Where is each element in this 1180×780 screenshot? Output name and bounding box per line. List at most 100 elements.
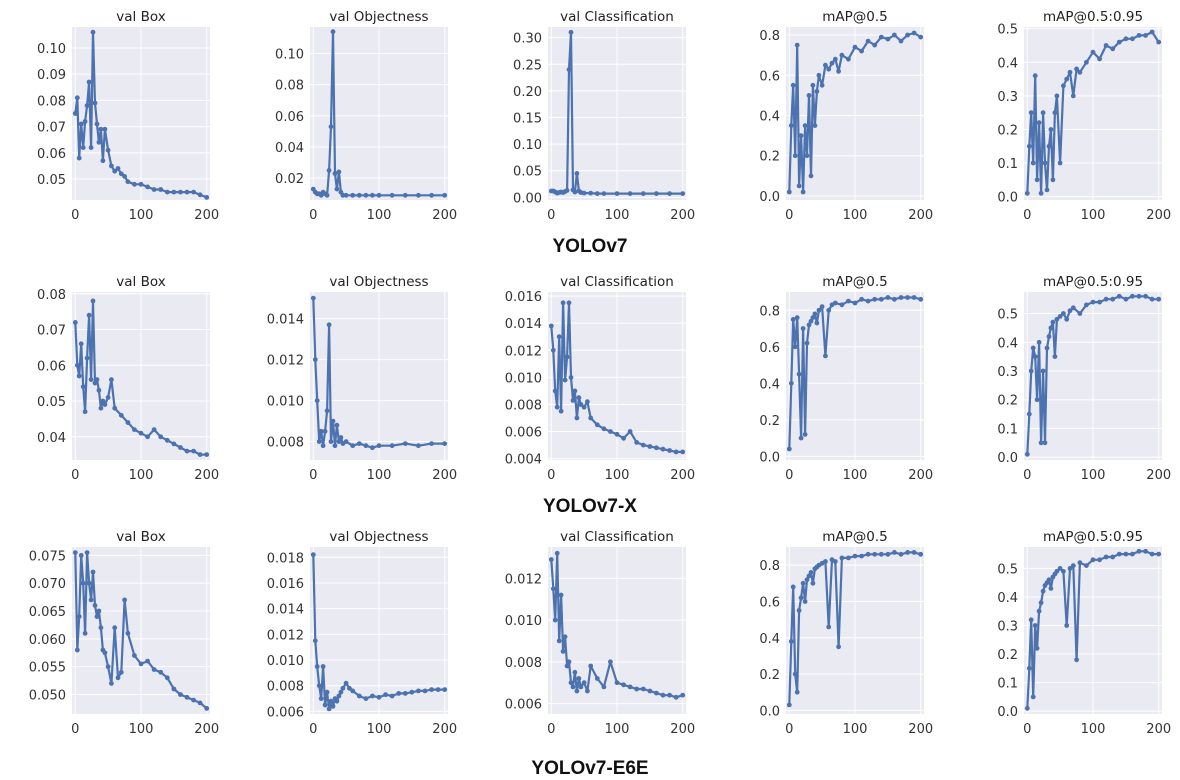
- chart-5-point: [80, 384, 86, 390]
- chart-2-point: [572, 189, 578, 195]
- chart-7-panel: 0.004 0.006 0.008 0.010 0.012 0.014 0.016 0 100 2…: [505, 274, 695, 483]
- chart-4-ytick-label: 0.2: [997, 123, 1018, 138]
- chart-7-point: [548, 323, 554, 329]
- chart-6-ytick-label: 0.012: [267, 354, 304, 369]
- chart-9-point: [1067, 308, 1073, 314]
- chart-8-point: [918, 296, 924, 302]
- chart-1-point: [363, 192, 369, 198]
- chart-2-point: [564, 188, 570, 193]
- chart-2-point: [640, 191, 646, 197]
- chart-5-point: [105, 395, 111, 400]
- chart-12-point: [640, 686, 646, 692]
- chart-3-point: [865, 38, 871, 44]
- chart-5-point: [88, 377, 94, 382]
- chart-11-point: [370, 693, 375, 699]
- chart-4-ytick-label: 0.3: [997, 90, 1018, 105]
- chart-5-ytick-label: 0.06: [37, 359, 66, 374]
- chart-4-point: [1143, 33, 1148, 38]
- chart-5-point: [184, 448, 190, 454]
- chart-12-point: [581, 680, 587, 686]
- chart-3-point: [911, 30, 917, 36]
- chart-5-point: [132, 427, 137, 432]
- chart-3-point: [819, 82, 825, 88]
- chart-12-point: [564, 663, 570, 669]
- chart-13-point: [798, 595, 804, 601]
- chart-3-ytick-label: 0.0: [759, 190, 780, 205]
- chart-11-point: [350, 688, 356, 694]
- chart-8-ytick-label: 0.2: [759, 414, 780, 429]
- chart-10-point: [145, 658, 151, 664]
- chart-13-point: [792, 671, 798, 677]
- chart-3-point: [792, 153, 798, 159]
- chart-3-point: [872, 42, 878, 48]
- chart-4-point: [1057, 160, 1063, 166]
- chart-11-point: [363, 696, 369, 701]
- chart-10-point: [90, 569, 96, 575]
- chart-9-title: mAP@0.5:0.95: [1043, 274, 1143, 290]
- chart-5-ytick-label: 0.08: [37, 288, 66, 303]
- chart-13-ytick-label: 0.2: [759, 668, 780, 683]
- chart-10-point: [84, 550, 90, 555]
- chart-0-xtick-label: 100: [129, 208, 154, 223]
- chart-8-point: [808, 318, 814, 324]
- chart-13-point: [808, 570, 814, 575]
- chart-14-point: [1046, 577, 1052, 583]
- chart-13-ytick-label: 0.0: [759, 704, 780, 719]
- chart-9-point: [1057, 314, 1063, 319]
- chart-5-point: [86, 312, 92, 318]
- chart-4-ytick-label: 0.4: [997, 56, 1018, 71]
- chart-12-point: [660, 692, 666, 698]
- chart-13-point: [911, 550, 917, 555]
- chart-12-xtick-label: 0: [547, 722, 555, 737]
- chart-10-point: [184, 694, 190, 700]
- chart-9-point: [1064, 316, 1070, 322]
- chart-5-point: [72, 320, 78, 325]
- chart-10-ytick-label: 0.060: [29, 633, 66, 648]
- chart-7-ytick-label: 0.008: [505, 398, 542, 413]
- chart-14-ytick-label: 0.0: [997, 705, 1018, 720]
- chart-2-title: val Classification: [560, 9, 674, 25]
- chart-14-point: [1038, 600, 1044, 606]
- chart-12-point: [680, 692, 686, 698]
- chart-10-point: [171, 686, 177, 692]
- chart-4-point: [1103, 43, 1109, 48]
- chart-14-xtick-label: 0: [1023, 722, 1031, 737]
- chart-2-ytick-label: 0.10: [513, 138, 542, 153]
- chart-5-point: [171, 441, 177, 447]
- chart-1-point: [429, 192, 434, 198]
- chart-14-point: [1110, 554, 1116, 560]
- chart-6-ytick-label: 0.008: [267, 436, 304, 451]
- chart-7-point: [667, 448, 672, 453]
- chart-5-point: [164, 437, 170, 443]
- chart-12-point: [550, 586, 556, 592]
- chart-4-point: [1067, 69, 1073, 75]
- chart-11-point: [330, 703, 336, 709]
- chart-10-point: [204, 706, 210, 711]
- chart-6-ytick-label: 0.010: [267, 395, 304, 410]
- chart-9-point: [1042, 440, 1048, 446]
- chart-1-panel: 0.02 0.04 0.06 0.08 0.10 0 100 200 val Objectnes…: [275, 9, 457, 223]
- chart-6-point: [320, 443, 326, 449]
- chart-13-point: [898, 551, 904, 557]
- chart-8-point: [878, 296, 884, 302]
- chart-12-point: [548, 557, 554, 562]
- chart-11-point: [336, 693, 342, 699]
- chart-6-point: [442, 441, 448, 446]
- chart-14-point: [1036, 608, 1042, 614]
- chart-0-ytick-label: 0.09: [37, 68, 66, 83]
- chart-7-point: [608, 429, 613, 434]
- chart-14-point: [1097, 557, 1102, 563]
- chart-13-ytick-label: 0.6: [759, 595, 780, 610]
- chart-3-point: [808, 173, 814, 179]
- chart-4-point: [1090, 49, 1096, 55]
- chart-14-point: [1084, 563, 1089, 568]
- chart-9-point: [1026, 411, 1032, 417]
- group-title-yolov7: YOLOv7: [552, 236, 628, 257]
- chart-8-ytick-label: 0.0: [759, 450, 780, 465]
- chart-0-point: [98, 126, 104, 132]
- chart-9-ytick-label: 0.0: [997, 451, 1018, 466]
- chart-0-point: [191, 189, 197, 195]
- chart-12-point: [554, 550, 560, 556]
- chart-7-point: [568, 375, 574, 380]
- chart-13-point: [786, 702, 792, 708]
